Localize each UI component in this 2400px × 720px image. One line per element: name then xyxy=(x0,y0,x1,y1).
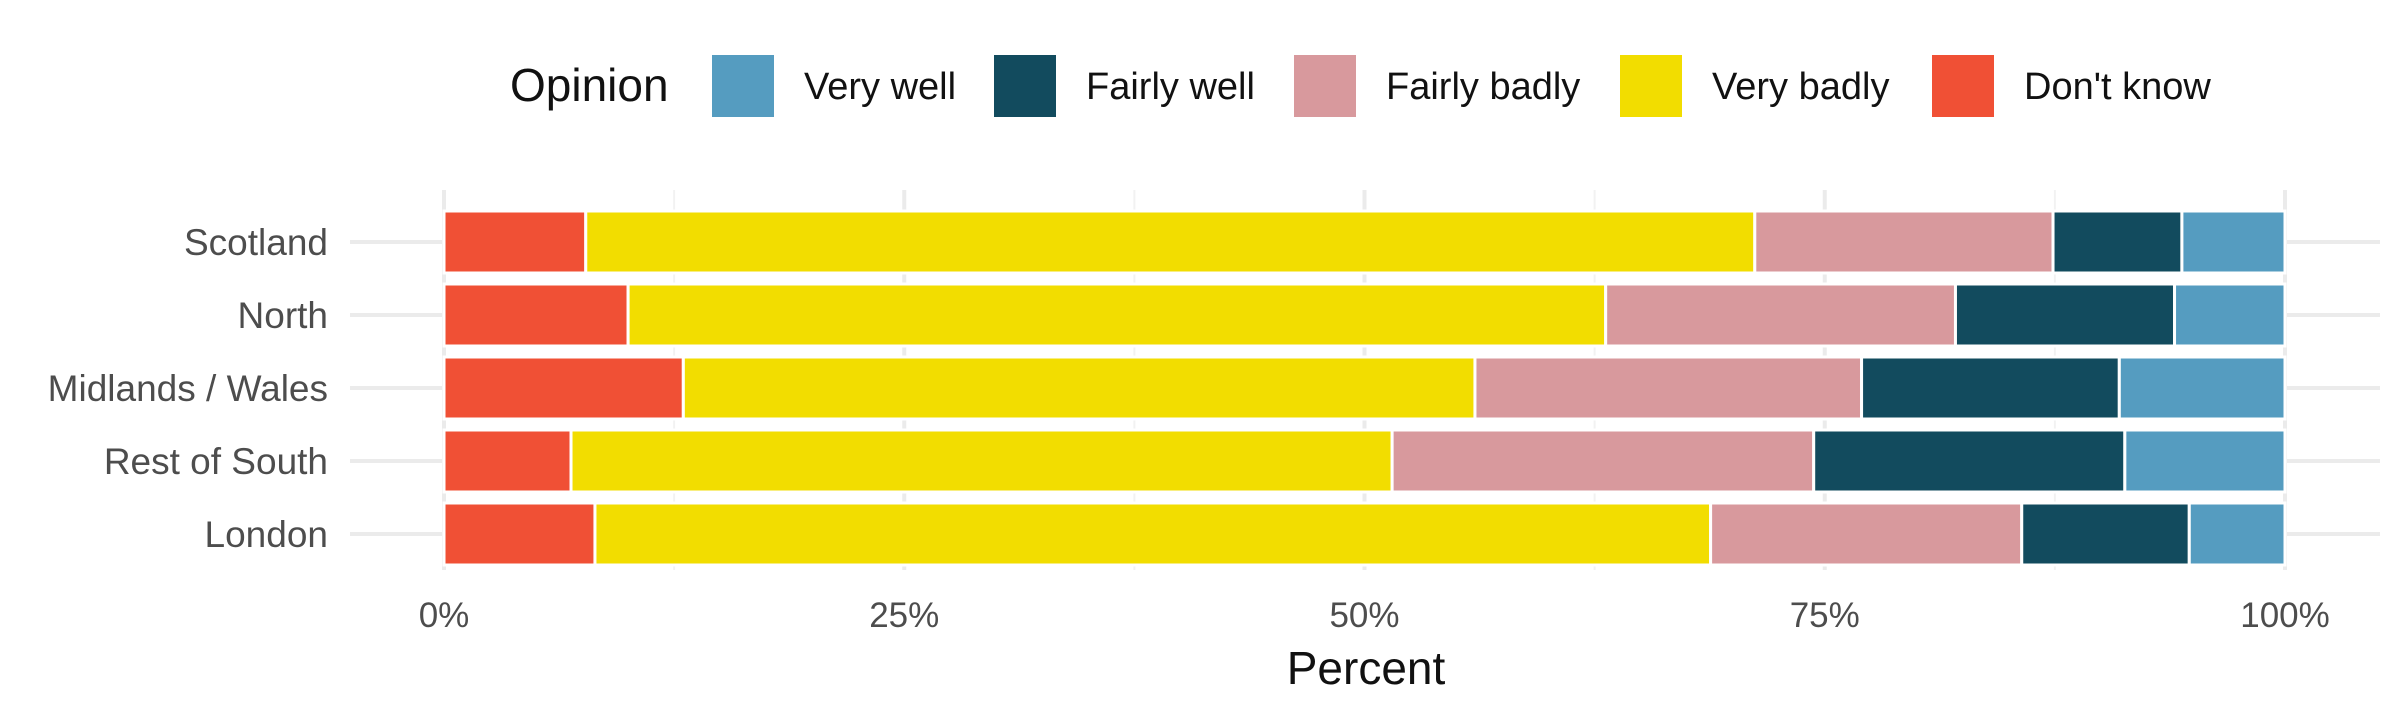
legend-items: Very well Fairly well Fairly badly Very bad… xyxy=(712,55,2211,117)
category-labels: Scotland North Midlands / Wales Rest of Sou… xyxy=(48,222,328,555)
legend-item-don-t-know: Don't know xyxy=(1932,55,2211,117)
x-tick-label: 0% xyxy=(419,596,470,635)
legend-label: Very well xyxy=(804,66,956,108)
legend-label: Fairly badly xyxy=(1386,66,1580,108)
bar-segment-very-badly xyxy=(626,282,1608,348)
bar-row xyxy=(442,355,2287,421)
legend-key xyxy=(1932,55,1994,117)
bar-segment-very-badly xyxy=(681,355,1477,421)
category-label: Scotland xyxy=(184,222,328,263)
bar-segment-don-t-know xyxy=(442,501,597,567)
legend-key xyxy=(1294,55,1356,117)
legend-key xyxy=(1620,55,1682,117)
bar-segment-fairly-well xyxy=(2051,209,2184,275)
legend-item-fairly-well: Fairly well xyxy=(994,55,1255,117)
legend-label: Fairly well xyxy=(1086,66,1255,108)
legend-title: Opinion xyxy=(510,59,669,111)
bar-segment-very-well xyxy=(2117,355,2287,421)
legend-key xyxy=(994,55,1056,117)
x-axis-title: Percent xyxy=(1287,642,1446,694)
bar-segment-very-well xyxy=(2123,428,2287,494)
bar-segment-fairly-well xyxy=(1812,428,2127,494)
x-tick-label: 25% xyxy=(869,596,939,635)
bar-segment-don-t-know xyxy=(442,355,685,421)
bar-segment-very-well xyxy=(2187,501,2287,567)
bar-segment-don-t-know xyxy=(442,209,588,275)
bar-segment-fairly-badly xyxy=(1709,501,2024,567)
bar-segment-fairly-well xyxy=(2020,501,2191,567)
bar-row xyxy=(442,209,2287,275)
bar-segment-very-well xyxy=(2180,209,2287,275)
x-tick-label: 75% xyxy=(1790,596,1860,635)
bar-segment-don-t-know xyxy=(442,428,573,494)
bar-segment-very-well xyxy=(2173,282,2287,348)
x-tick-label: 100% xyxy=(2240,596,2330,635)
bar-segment-fairly-badly xyxy=(1390,428,1816,494)
legend-label: Very badly xyxy=(1712,66,1889,108)
bar-segment-very-badly xyxy=(569,428,1394,494)
legend-item-very-badly: Very badly xyxy=(1620,55,1889,117)
category-label: Rest of South xyxy=(104,441,328,482)
legend: Opinion Very well Fairly well Fairly badly… xyxy=(510,55,2211,117)
legend-label: Don't know xyxy=(2024,66,2211,108)
bar-segment-very-badly xyxy=(593,501,1713,567)
legend-key xyxy=(712,55,774,117)
bar-segment-don-t-know xyxy=(442,282,630,348)
bar-row xyxy=(442,501,2287,567)
legend-item-very-well: Very well xyxy=(712,55,956,117)
bar-segment-fairly-badly xyxy=(1753,209,2055,275)
bar-segment-fairly-badly xyxy=(1604,282,1957,348)
legend-item-fairly-badly: Fairly badly xyxy=(1294,55,1580,117)
bar-row xyxy=(442,282,2287,348)
bar-segment-fairly-well xyxy=(1860,355,2121,421)
category-label: North xyxy=(238,295,328,336)
bar-row xyxy=(442,428,2287,494)
bars xyxy=(442,209,2287,567)
x-tick-label: 50% xyxy=(1329,596,1399,635)
bar-segment-fairly-well xyxy=(1953,282,2177,348)
category-label: Midlands / Wales xyxy=(48,368,328,409)
bar-segment-fairly-badly xyxy=(1473,355,1864,421)
bar-segment-very-badly xyxy=(584,209,1757,275)
category-label: London xyxy=(205,514,328,555)
x-tick-labels: 0% 25% 50% 75% 100% xyxy=(419,596,2330,635)
